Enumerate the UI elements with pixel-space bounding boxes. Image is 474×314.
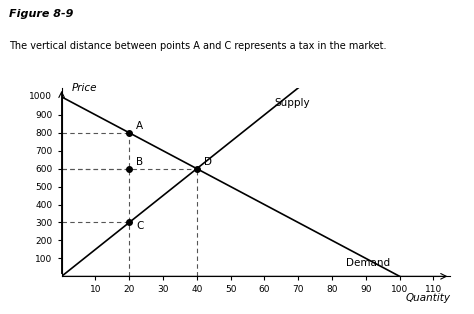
Text: C: C <box>136 221 143 231</box>
Text: D: D <box>203 157 211 167</box>
Text: Quantity: Quantity <box>405 293 450 303</box>
Text: Supply: Supply <box>274 98 310 108</box>
Text: The vertical distance between points A and C represents a tax in the market.: The vertical distance between points A a… <box>9 41 387 51</box>
Text: Price: Price <box>72 83 97 93</box>
Text: Demand: Demand <box>346 257 390 268</box>
Text: 1000: 1000 <box>28 92 52 101</box>
Text: Figure 8-9: Figure 8-9 <box>9 9 74 19</box>
Text: A: A <box>136 121 143 131</box>
Text: B: B <box>136 157 143 167</box>
